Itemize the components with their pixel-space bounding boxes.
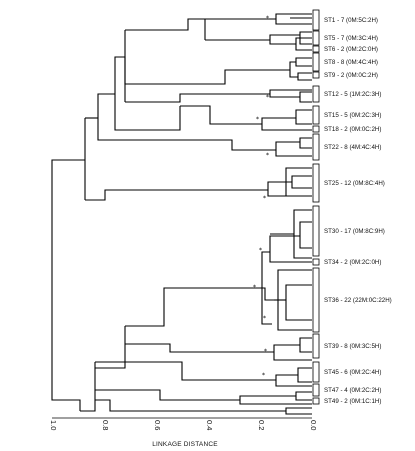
tick-label: 0.0 <box>309 420 318 430</box>
asterisk-marker: * <box>266 152 269 159</box>
asterisk-marker: * <box>253 284 256 291</box>
cluster-label: ST34 - 2 (0M:2C:0H) <box>324 259 381 266</box>
tick-label: 1.0 <box>49 420 58 430</box>
cluster-label: ST1 - 7 (0M:5C:2H) <box>324 17 378 24</box>
cluster-label: ST30 - 17 (0M:8C:9H) <box>324 228 385 235</box>
cluster-label: ST47 - 4 (0M:2C:2H) <box>324 387 381 394</box>
asterisk-marker: * <box>263 195 266 202</box>
cluster-label: ST39 - 8 (0M:3C:5H) <box>324 343 381 350</box>
asterisk-marker: * <box>262 372 265 379</box>
cluster-label: ST18 - 2 (0M:0C:2H) <box>324 126 381 133</box>
asterisk-marker: * <box>266 15 269 22</box>
asterisk-marker: * <box>264 348 267 355</box>
cluster-label: ST5 - 7 (0M:3C:4H) <box>324 35 378 42</box>
cluster-label: ST6 - 2 (0M:2C:0H) <box>324 46 378 53</box>
cluster-label: ST8 - 8 (0M:4C:4H) <box>324 59 378 66</box>
cluster-labels: ST1 - 7 (0M:5C:2H) ST5 - 7 (0M:3C:4H) ST… <box>324 17 392 405</box>
cluster-label: ST22 - 8 (4M:4C:4H) <box>324 144 381 151</box>
x-axis: 1.0 0.8 0.6 0.4 0.2 0.0 LINKAGE DISTANCE <box>49 417 318 448</box>
asterisk-marker: * <box>259 247 262 254</box>
asterisk-marker: * <box>266 94 269 101</box>
cluster-label: ST25 - 12 (0M:8C:4H) <box>324 180 385 187</box>
tick-label: 0.6 <box>153 420 162 430</box>
cluster-label: ST9 - 2 (0M:0C:2H) <box>324 72 378 79</box>
asterisk-marker: * <box>263 315 266 322</box>
cluster-label: ST49 - 2 (0M:1C:1H) <box>324 398 381 405</box>
cluster-label: ST15 - 5 (0M:2C:3H) <box>324 112 381 119</box>
significance-markers: * * * * * * * * * * <box>253 15 269 379</box>
asterisk-marker: * <box>256 116 259 123</box>
dendrogram-tree <box>51 13 312 415</box>
tick-label: 0.2 <box>257 420 266 430</box>
cluster-label: ST12 - 5 (1M:2C:3H) <box>324 91 381 98</box>
cluster-label: ST36 - 22 (22M:0C:22H) <box>324 297 392 304</box>
tick-label: 0.4 <box>205 420 214 430</box>
cluster-label: ST45 - 6 (0M:2C:4H) <box>324 369 381 376</box>
tick-label: 0.8 <box>101 420 110 430</box>
cluster-boxes <box>312 9 320 405</box>
axis-title: LINKAGE DISTANCE <box>152 441 218 448</box>
